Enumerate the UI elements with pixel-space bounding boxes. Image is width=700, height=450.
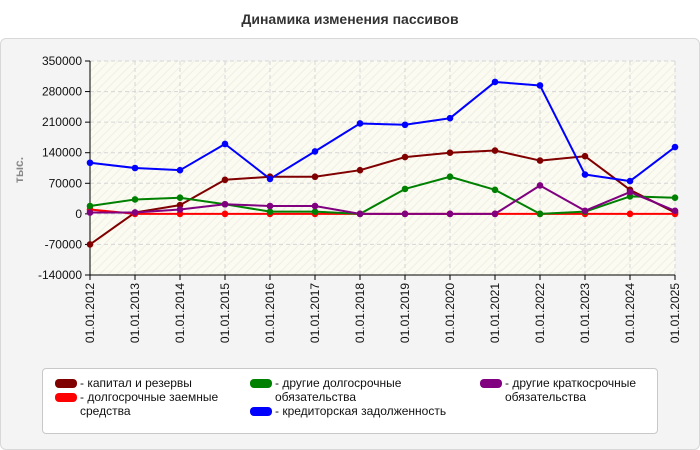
data-point [266,175,274,183]
data-point [311,208,319,215]
x-tick-label: 01.01.2021 [488,283,502,343]
x-tick-label: 01.01.2012 [83,283,97,343]
data-point [581,152,589,160]
data-point [266,208,274,215]
y-tick-label: 0 [75,207,82,221]
data-point [491,186,499,194]
legend-swatch [250,379,272,388]
data-point [401,210,409,218]
data-point [671,194,679,201]
data-point [176,166,184,174]
data-point [446,114,454,122]
x-tick-label: 01.01.2022 [533,283,547,343]
data-point [401,185,409,193]
data-point [446,173,454,181]
data-point [311,148,319,155]
y-tick-label: 350000 [42,54,82,68]
legend-label: - капитал и резервы [80,376,192,390]
data-point [491,78,499,86]
data-point [266,202,274,210]
data-point [356,166,364,174]
legend-item: - кредиторская задолженность [250,404,460,418]
data-point [131,164,139,172]
x-tick-label: 01.01.2023 [578,283,592,343]
y-axis-label: тыс. [12,157,26,183]
data-point [221,200,229,208]
data-point [221,140,229,148]
data-point [626,210,634,218]
data-point [311,173,319,181]
data-point [176,194,184,201]
plot-area [90,61,675,275]
data-point [131,196,139,203]
legend-item: - долгосрочные заемные средства [55,390,235,418]
data-point [176,206,184,213]
data-point [356,210,364,218]
legend-swatch [480,379,502,388]
data-point [86,209,94,216]
data-point [356,120,364,127]
y-tick-label: 70000 [49,176,83,190]
legend-item: - капитал и резервы [55,376,230,390]
data-point [536,157,544,164]
data-point [86,159,94,167]
x-tick-label: 01.01.2017 [308,283,322,343]
data-point [131,209,139,216]
data-point [221,176,229,184]
data-point [671,143,679,151]
x-tick-label: 01.01.2020 [443,283,457,343]
y-tick-label: 210000 [42,115,82,129]
x-tick-label: 01.01.2015 [218,283,232,343]
data-point [491,210,499,218]
x-tick-label: 01.01.2014 [173,283,187,343]
x-tick-label: 01.01.2024 [623,283,637,343]
data-point [446,149,454,157]
series-line [89,80,676,183]
data-point [86,241,94,248]
y-tick-label: 140000 [42,146,82,160]
series-line [89,175,676,215]
y-tick-label: 280000 [42,85,82,99]
series-line [89,149,676,246]
data-point [86,202,94,210]
legend-label: - долгосрочные заемные средства [80,390,219,418]
data-point [536,182,544,189]
data-point [491,147,499,154]
legend-swatch [55,393,77,402]
legend-label: - другие долгосрочные обязательства [275,376,402,404]
chart-title: Динамика изменения пассивов [241,11,459,27]
legend-swatch [250,407,272,416]
data-point [626,188,634,196]
data-point [536,210,544,218]
x-tick-label: 01.01.2013 [128,283,142,343]
data-point [671,207,679,215]
legend-label: - другие краткосрочные обязательства [505,376,637,404]
x-tick-label: 01.01.2018 [353,283,367,343]
y-tick-label: -70000 [45,237,83,251]
series-line [90,184,676,215]
data-point [536,82,544,89]
data-point [446,210,454,218]
legend-swatch [55,379,77,388]
y-tick-label: -140000 [38,268,82,282]
x-tick-label: 01.01.2016 [263,283,277,343]
data-point [311,202,319,210]
data-point [581,207,589,215]
data-point [221,210,229,218]
legend-item: - другие долгосрочные обязательства [250,376,450,404]
x-tick-label: 01.01.2025 [668,283,682,343]
legend-item: - другие краткосрочные обязательства [480,376,650,404]
x-tick-label: 01.01.2019 [398,283,412,343]
legend-label: - кредиторская задолженность [275,404,447,418]
data-point [626,177,634,185]
data-point [401,153,409,161]
data-point [401,121,409,129]
legend: - капитал и резервы - долгосрочные заемны… [42,368,658,434]
data-point [581,171,589,178]
